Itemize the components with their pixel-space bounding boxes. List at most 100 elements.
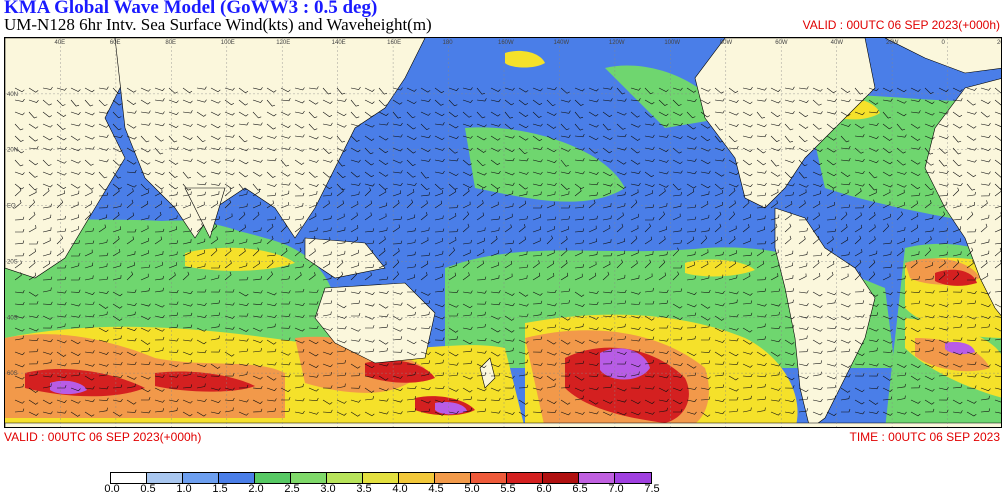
wind-barb xyxy=(70,111,81,115)
wind-barb xyxy=(252,363,263,368)
wind-barb xyxy=(252,399,263,404)
wind-barb xyxy=(980,223,988,233)
wind-barb xyxy=(868,87,879,92)
wind-barb xyxy=(616,111,627,116)
wind-barb xyxy=(840,171,851,177)
wind-barb xyxy=(252,348,262,353)
wind-barb xyxy=(854,387,865,393)
wind-barb xyxy=(854,314,865,318)
wind-barb xyxy=(322,237,331,245)
wind-barb xyxy=(434,263,444,269)
wind-barb xyxy=(798,387,809,393)
wind-barb xyxy=(490,235,498,245)
wind-barb xyxy=(714,274,724,281)
wind-barb xyxy=(672,326,683,330)
wind-barb xyxy=(182,158,193,162)
wind-barb xyxy=(392,315,403,321)
wind-barb xyxy=(406,303,417,309)
wind-barb xyxy=(546,216,557,221)
wind-barb xyxy=(70,276,81,281)
wind-barb xyxy=(588,111,599,117)
wind-barb xyxy=(154,183,164,190)
wind-barb xyxy=(644,87,654,95)
wind-barb xyxy=(686,275,696,281)
wind-barb xyxy=(420,272,428,281)
wind-barb xyxy=(616,336,626,341)
wind-barb xyxy=(560,384,571,389)
wind-barb xyxy=(504,203,514,209)
wind-barb xyxy=(14,228,25,233)
wind-barb xyxy=(84,171,95,176)
wind-barb xyxy=(574,375,585,381)
wind-barb xyxy=(924,170,935,174)
wind-barb xyxy=(924,290,935,294)
wind-barb xyxy=(336,348,346,353)
wind-barb xyxy=(770,387,781,391)
wind-barb xyxy=(770,311,780,317)
wind-barb xyxy=(490,147,501,152)
wind-barb xyxy=(742,123,753,128)
wind-barb xyxy=(602,348,613,353)
wind-barb xyxy=(168,407,178,413)
wind-barb xyxy=(742,147,753,152)
wind-barb xyxy=(532,375,543,380)
wind-barb xyxy=(322,147,332,154)
wind-barb xyxy=(182,99,193,104)
wind-barb xyxy=(910,192,921,197)
wind-barb xyxy=(56,228,67,233)
wind-barb xyxy=(112,123,122,131)
wind-barb xyxy=(728,274,738,281)
wind-barb xyxy=(588,373,599,377)
wind-barb xyxy=(252,135,263,140)
wind-barb xyxy=(616,300,627,305)
wind-barb xyxy=(112,203,122,209)
wind-barb xyxy=(448,228,459,233)
wind-barb xyxy=(980,147,991,152)
wind-barb xyxy=(322,192,333,197)
wind-barb xyxy=(840,224,848,233)
wind-barb xyxy=(756,260,765,269)
wind-barb xyxy=(756,147,766,154)
wind-barb xyxy=(602,159,613,163)
wind-barb xyxy=(476,123,487,128)
lat-label: 40S xyxy=(7,315,18,321)
wind-barb xyxy=(700,323,710,329)
wind-barb xyxy=(742,183,753,187)
wind-barb xyxy=(84,123,95,128)
wind-barb xyxy=(350,411,361,417)
wind-barb xyxy=(952,87,963,92)
wind-barb xyxy=(644,111,654,118)
wind-barb xyxy=(322,171,332,178)
wind-barb xyxy=(756,351,767,357)
wind-barb xyxy=(742,252,753,257)
wind-barb xyxy=(728,299,738,305)
wind-barb xyxy=(252,227,262,233)
wind-barb xyxy=(798,200,806,209)
wind-barb xyxy=(700,191,710,197)
wind-barb xyxy=(490,188,499,197)
wind-barb xyxy=(910,399,921,404)
wind-barb xyxy=(448,327,459,333)
wind-barb xyxy=(392,360,403,365)
wind-barb xyxy=(364,303,375,307)
wind-barb xyxy=(742,171,753,177)
wind-barb xyxy=(658,398,669,402)
wind-barb xyxy=(98,263,108,269)
wind-barb xyxy=(140,347,150,353)
wind-barb xyxy=(966,276,977,281)
wind-barb xyxy=(546,260,555,269)
wind-barb xyxy=(42,374,53,378)
wind-barb xyxy=(42,411,53,415)
wind-barb xyxy=(840,303,851,308)
wind-barb xyxy=(266,362,277,366)
wind-barb xyxy=(42,260,51,269)
wind-barb xyxy=(532,291,543,296)
colorbar-label: 5.0 xyxy=(464,483,480,495)
wind-barb xyxy=(420,311,430,317)
wind-barb xyxy=(980,214,990,221)
wind-barb xyxy=(476,301,487,305)
wind-barb xyxy=(350,327,361,332)
wind-barb xyxy=(560,351,571,356)
wind-barb xyxy=(686,87,697,93)
wind-barb xyxy=(644,99,655,105)
